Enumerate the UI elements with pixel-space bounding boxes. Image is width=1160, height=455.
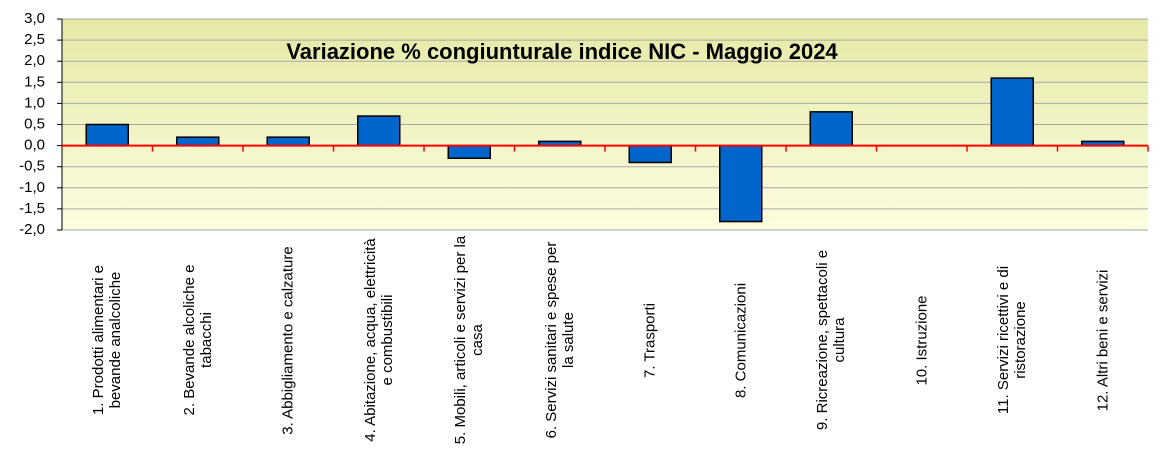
bar bbox=[809, 111, 853, 147]
bar bbox=[990, 77, 1034, 147]
bar bbox=[357, 115, 401, 147]
y-tick-label: 0,0 bbox=[24, 137, 45, 154]
x-tick-label: 1. Prodotti alimentari e bevande analcol… bbox=[90, 264, 125, 416]
y-tick-label: 0,5 bbox=[24, 115, 45, 132]
bar bbox=[719, 144, 763, 223]
x-tick-label: 7. Trasporti bbox=[641, 302, 659, 378]
x-tick-label: 8. Comunicazioni bbox=[732, 282, 750, 398]
x-tick-label: 2. Bevande alcoliche e tabacchi bbox=[180, 264, 215, 416]
chart-title: Variazione % congiunturale indice NIC - … bbox=[286, 39, 838, 64]
y-tick-label: -1,0 bbox=[19, 179, 45, 196]
bar bbox=[176, 136, 220, 147]
y-tick-label: 2,0 bbox=[24, 52, 45, 69]
x-tick-label: 6. Servizi sanitari e spese per la salut… bbox=[542, 241, 577, 439]
x-tick-label: 3. Abbigliamento e calzature bbox=[279, 245, 297, 435]
y-tick-label: 1,5 bbox=[24, 73, 45, 90]
x-tick-label: 10. Istruzione bbox=[913, 294, 931, 386]
x-tick-label: 12. Altri beni e servizi bbox=[1094, 269, 1112, 411]
bar bbox=[447, 144, 491, 160]
y-tick-label: -2,0 bbox=[19, 221, 45, 238]
bar bbox=[628, 144, 672, 164]
x-tick-label: 4. Abitazione, acqua, elettricità e comb… bbox=[361, 238, 396, 442]
y-tick-label: 1,0 bbox=[24, 94, 45, 111]
x-tick-label: 9. Ricreazione, spettacoli e cultura bbox=[814, 249, 849, 431]
y-tick-label: -1,5 bbox=[19, 200, 45, 217]
x-tick-label: 5. Mobili, articoli e servizi per la cas… bbox=[452, 235, 487, 445]
bar bbox=[266, 136, 310, 147]
y-tick-label: 2,5 bbox=[24, 31, 45, 48]
y-tick-label: -0,5 bbox=[19, 158, 45, 175]
x-tick-label: 11. Servizi ricettivi e di ristorazione bbox=[995, 265, 1030, 415]
bar bbox=[85, 123, 129, 147]
y-tick-label: 3,0 bbox=[24, 10, 45, 27]
